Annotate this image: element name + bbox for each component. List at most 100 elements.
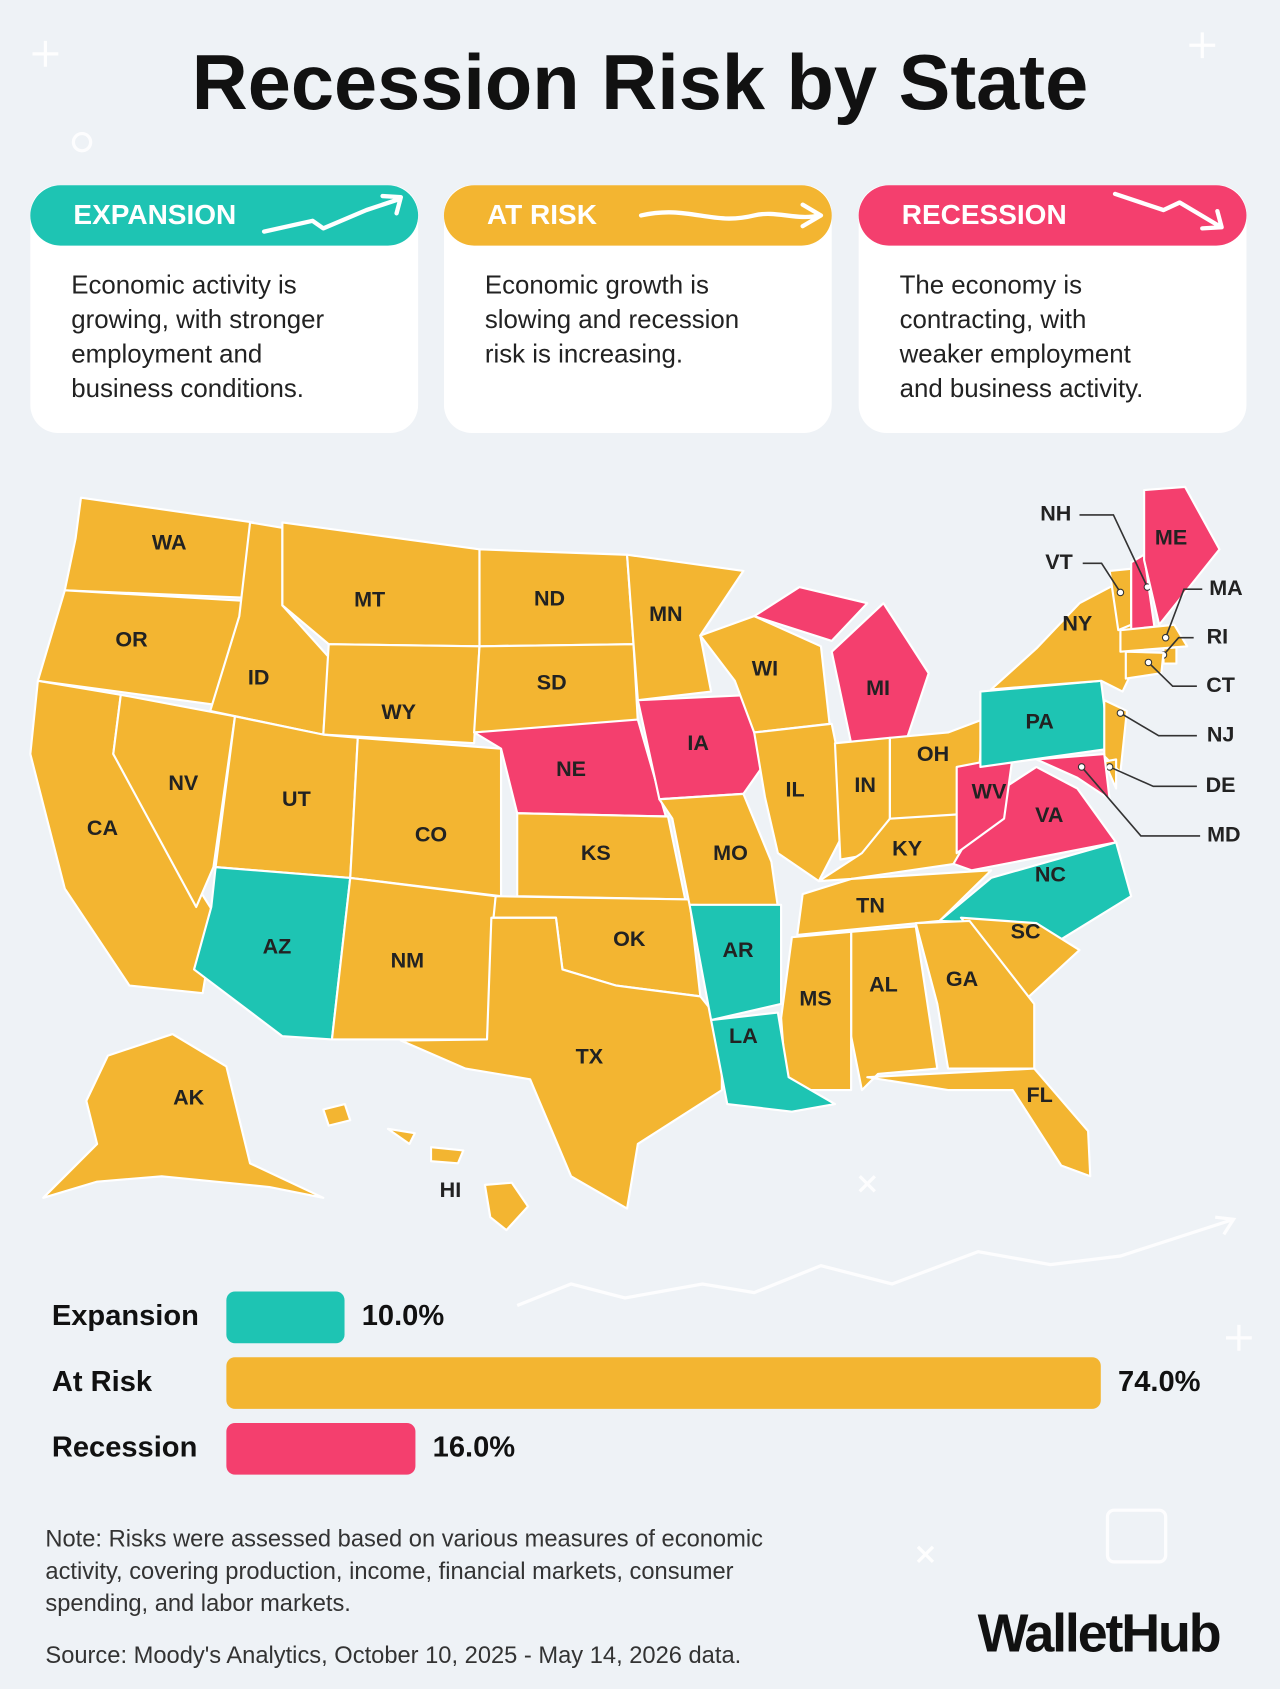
- state-label: AL: [869, 972, 898, 996]
- state-label: WV: [972, 779, 1007, 803]
- value-label: 74.0%: [1118, 1366, 1201, 1398]
- state-label: SD: [537, 671, 567, 695]
- state-shape: [322, 643, 481, 745]
- state-label: WY: [381, 700, 416, 724]
- state-shape: [322, 1103, 352, 1127]
- state-shape: [1143, 485, 1221, 626]
- state-label: PA: [1025, 709, 1053, 733]
- state-label: TN: [856, 894, 885, 918]
- state-label: WI: [752, 657, 778, 681]
- card-header: [858, 185, 1247, 246]
- leader-dot: [1077, 763, 1086, 771]
- state-label: CA: [87, 816, 118, 840]
- leader-line: [1120, 712, 1197, 737]
- state-label: AZ: [263, 935, 292, 959]
- state-label: MT: [354, 588, 385, 612]
- state-shape: [112, 693, 237, 909]
- bar-chart: Expansion 10.0% At Risk 74.0% Recession 16.0%: [52, 1291, 1201, 1475]
- state-label: IA: [687, 731, 709, 755]
- state-label: MO: [713, 841, 748, 865]
- state-label: GA: [946, 967, 978, 991]
- state-label: VT: [1045, 550, 1073, 574]
- leader-line: [1079, 514, 1149, 588]
- legend-cards: EXPANSION Economic activity is growing, wi…: [30, 185, 1247, 434]
- state-label: CT: [1206, 673, 1235, 697]
- state-label: IL: [786, 777, 805, 801]
- state-shape: [830, 602, 930, 745]
- state-label: AK: [173, 1085, 205, 1109]
- bar: [226, 1357, 1101, 1409]
- state-label: MD: [1207, 823, 1241, 847]
- state-shape: [42, 1033, 325, 1199]
- state-label: HI: [440, 1178, 462, 1202]
- state-shape: [636, 693, 773, 801]
- title: Recession Risk by State: [192, 40, 1089, 126]
- state-label: SC: [1011, 920, 1041, 944]
- state-shape: [688, 903, 783, 1022]
- state-label: NJ: [1207, 722, 1235, 746]
- state-shape: [1119, 623, 1189, 653]
- state-shape: [1124, 650, 1165, 680]
- card-body: [443, 185, 832, 434]
- card-body: [30, 185, 419, 434]
- category-label: Recession: [52, 1431, 197, 1463]
- state-label: RI: [1207, 624, 1229, 648]
- note-line: activity, covering production, income, f…: [45, 1559, 733, 1585]
- state-label: LA: [729, 1024, 758, 1048]
- header-arrow: [1112, 191, 1224, 231]
- state-label: KS: [581, 841, 611, 865]
- card-text: employment and: [71, 340, 262, 368]
- state-label: FL: [1026, 1083, 1052, 1107]
- card-text: weaker employment: [899, 340, 1131, 368]
- state-label: CO: [415, 823, 447, 847]
- leader-line: [1164, 588, 1203, 638]
- cross-deco: [858, 1175, 1237, 1564]
- leader-dot: [1116, 588, 1125, 597]
- state-label: OK: [613, 927, 646, 951]
- state-shape: [399, 916, 723, 1210]
- card-text: Economic growth is: [485, 271, 709, 299]
- state-label: UT: [282, 787, 311, 811]
- card-body: [858, 185, 1247, 434]
- leader-dot: [1105, 763, 1114, 771]
- state-label: NC: [1035, 862, 1066, 886]
- card-heading: RECESSION: [902, 199, 1067, 230]
- leader-dot: [1144, 658, 1153, 667]
- plus-deco: [32, 32, 1252, 1351]
- category-label: Expansion: [52, 1300, 199, 1332]
- circle-deco: [71, 131, 93, 153]
- brand-logo: WalletHub: [978, 1604, 1220, 1664]
- state-label: NM: [391, 949, 425, 973]
- state-label: ND: [534, 587, 565, 611]
- source: Source: Moody's Analytics, October 10, 2…: [45, 1643, 741, 1669]
- card-text: contracting, with: [900, 306, 1087, 334]
- card-text: growing, with stronger: [71, 306, 324, 334]
- leader-dot: [1116, 709, 1125, 717]
- state-label: ID: [248, 665, 270, 689]
- state-label: DE: [1206, 773, 1236, 797]
- leader-line: [1082, 562, 1122, 593]
- state-label: KY: [892, 837, 923, 861]
- card-heading: AT RISK: [487, 199, 597, 230]
- state-shape: [796, 869, 993, 937]
- state-label: MN: [649, 602, 682, 626]
- leader-line: [1081, 766, 1201, 837]
- leader-line: [1162, 636, 1194, 656]
- card-header: [30, 185, 419, 246]
- state-shape: [625, 553, 745, 702]
- map: WA OR CA ID NV MT WY UT AZ CO NM ND SD NE KS OK TX MN IA MO…: [29, 485, 1243, 1232]
- value-label: 10.0%: [362, 1300, 445, 1332]
- value-label: 16.0%: [433, 1431, 516, 1463]
- state-shape: [780, 930, 853, 1092]
- state-label: IN: [854, 773, 876, 797]
- leader-dot: [1161, 633, 1170, 642]
- state-shape: [63, 496, 255, 599]
- card-text: risk is increasing.: [485, 340, 683, 368]
- state-label: ME: [1155, 525, 1187, 549]
- state-label: VA: [1035, 803, 1063, 827]
- state-shape: [483, 1181, 530, 1232]
- note-line: spending, and labor markets.: [45, 1591, 351, 1617]
- header-arrow: [638, 202, 824, 229]
